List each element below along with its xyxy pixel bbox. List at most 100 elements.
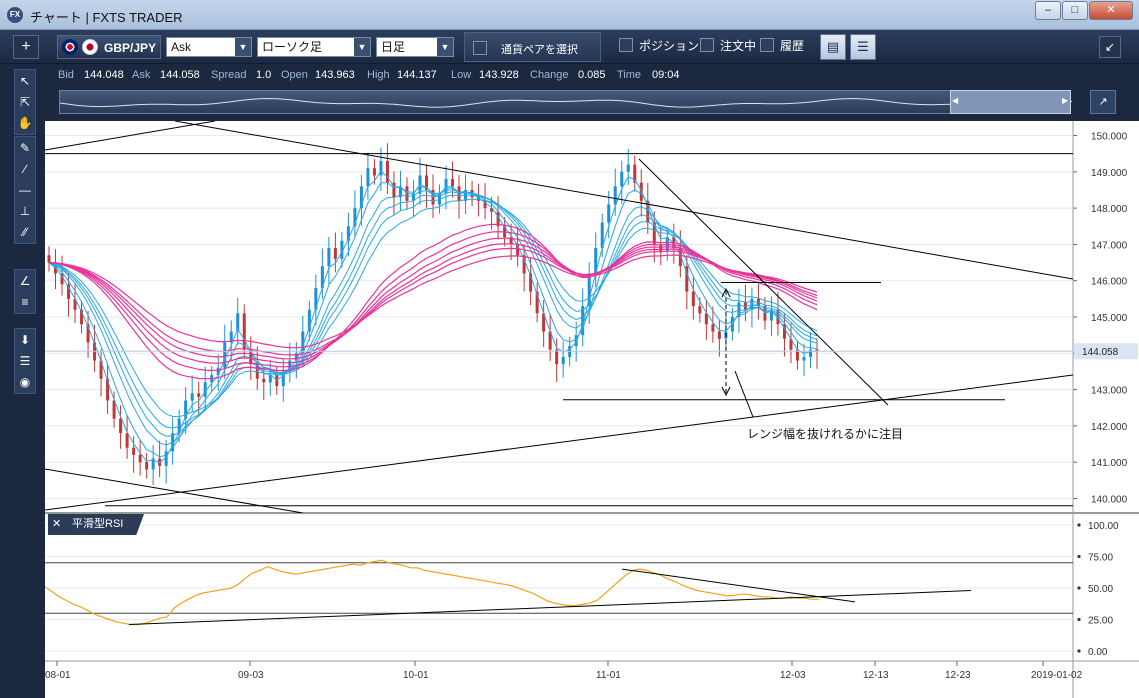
- candle-body: [691, 291, 695, 307]
- candle-body: [535, 291, 539, 314]
- vertical-line-icon[interactable]: ⊥: [19, 204, 31, 218]
- candle-body: [496, 211, 500, 227]
- close-icon[interactable]: ✕: [1089, 1, 1133, 20]
- parallel-line-icon[interactable]: ∕∕: [22, 225, 27, 239]
- candle-body: [177, 418, 181, 434]
- chart-area[interactable]: 150.000 149.000 148.000 147.000 146.000 145.0…: [45, 121, 1139, 698]
- fibonacci-retracement-icon[interactable]: ≡: [21, 295, 29, 309]
- chart-toolbar: + GBP/JPY Ask ▼ ローソク足 ▼ 日足 ▼ 通貨ペアを選択 ポジシ…: [0, 30, 1139, 64]
- change-label: Change: [530, 69, 569, 81]
- timeframe-select[interactable]: 日足 ▼: [376, 37, 454, 57]
- position-checkbox[interactable]: [619, 38, 633, 52]
- rsi-tick-dot: [1077, 649, 1081, 653]
- quote-bar: Bid 144.048 Ask 144.058 Spread 1.0 Open …: [45, 64, 1139, 86]
- candle-body: [704, 313, 708, 325]
- time-tick-label: 2019-01-02: [1031, 670, 1083, 681]
- range-arrow-head: [721, 287, 731, 298]
- candle-body: [398, 186, 402, 198]
- download-icon[interactable]: ⬇: [19, 333, 31, 347]
- candle-body: [385, 160, 389, 183]
- minimize-icon[interactable]: –: [1035, 1, 1061, 20]
- short-ma-line: [48, 170, 818, 464]
- pencil-icon[interactable]: ✎: [19, 141, 31, 155]
- change-value: 0.085: [578, 69, 606, 81]
- overview-sparkline: [59, 97, 1073, 108]
- chevron-left-icon[interactable]: ◀: [952, 96, 959, 105]
- candle-body: [125, 433, 129, 448]
- overview-track[interactable]: [59, 90, 1073, 114]
- trendline-icon[interactable]: ∕: [23, 162, 26, 176]
- fibonacci-fan-icon[interactable]: ∠: [19, 274, 31, 288]
- camera-icon[interactable]: ◉: [19, 375, 31, 389]
- candle-body: [574, 335, 578, 347]
- cursor-icon[interactable]: ↖: [19, 74, 31, 88]
- candle-body: [542, 313, 546, 332]
- pair-select-toggle[interactable]: 通貨ペアを選択: [464, 32, 601, 62]
- window-title: チャート | FXTS TRADER: [30, 10, 183, 25]
- price-chart[interactable]: 150.000 149.000 148.000 147.000 146.000 145.0…: [45, 121, 1139, 698]
- candle-body: [652, 222, 656, 245]
- candle-body: [99, 360, 103, 379]
- rsi-trendline: [128, 590, 972, 626]
- close-icon[interactable]: ✕: [52, 518, 62, 530]
- candle-body: [626, 164, 630, 172]
- list-icon[interactable]: ☰: [19, 354, 31, 368]
- candle-body: [561, 356, 565, 365]
- candle-body: [333, 248, 337, 259]
- rsi-indicator-tab[interactable]: ✕ 平滑型RSI: [48, 514, 144, 535]
- candle-body: [509, 237, 513, 245]
- trendline: [638, 158, 889, 406]
- candle-body: [60, 273, 64, 285]
- time-tick-label: 10-01: [403, 670, 429, 681]
- low-value: 143.928: [479, 69, 519, 81]
- open-orders-checkbox[interactable]: [700, 38, 714, 52]
- candle-body: [216, 367, 220, 376]
- price-type-value: Ask: [171, 40, 192, 54]
- open-value: 143.963: [315, 69, 355, 81]
- horizontal-line-icon[interactable]: —: [19, 183, 31, 197]
- chart-list-icon[interactable]: ☰: [850, 34, 876, 60]
- candle-body: [620, 171, 624, 187]
- rsi-tick-dot: [1077, 554, 1081, 559]
- candle-body: [782, 324, 786, 339]
- uk-flag-icon: [62, 39, 78, 55]
- candle-body: [86, 324, 90, 343]
- rsi-tick-label: 75.00: [1088, 553, 1113, 564]
- candle-body: [685, 266, 689, 292]
- rsi-tick-dot: [1077, 586, 1081, 590]
- auto-scroll-icon[interactable]: ↗: [1090, 90, 1116, 114]
- collapse-arrow-icon[interactable]: ↙: [1099, 36, 1121, 58]
- high-value: 144.137: [397, 69, 437, 81]
- hand-icon[interactable]: ✋: [17, 116, 33, 130]
- candle-body: [529, 273, 533, 292]
- candle-body: [340, 240, 344, 259]
- cross-cursor-icon[interactable]: ⇱: [19, 95, 31, 109]
- overview-thumb[interactable]: [950, 90, 1071, 114]
- chart-settings-icon[interactable]: ▤: [820, 34, 846, 60]
- app-logo-icon: FX: [7, 7, 23, 23]
- candle-body: [769, 309, 773, 321]
- chevron-right-icon[interactable]: ▶: [1062, 96, 1069, 105]
- candle-body: [750, 298, 754, 310]
- add-chart-button[interactable]: +: [13, 35, 39, 59]
- candle-body: [223, 342, 227, 368]
- candle-body: [600, 222, 604, 249]
- candle-body: [424, 175, 428, 190]
- candle-body: [717, 331, 721, 339]
- price-type-select[interactable]: Ask ▼: [166, 37, 252, 57]
- rsi-tick-dot: [1077, 523, 1081, 527]
- long-ma-line: [48, 223, 818, 380]
- candle-body: [73, 298, 77, 310]
- time-tick-label: 08-01: [45, 670, 71, 681]
- candle-body: [242, 313, 246, 350]
- candle-body: [789, 338, 793, 350]
- time-value: 09:04: [652, 69, 680, 81]
- time-tick-label: 11-01: [596, 670, 621, 681]
- pair-select-checkbox[interactable]: [473, 41, 487, 55]
- long-ma-line: [48, 231, 818, 372]
- currency-pair-button[interactable]: GBP/JPY: [57, 35, 161, 59]
- chart-type-select[interactable]: ローソク足 ▼: [257, 37, 371, 57]
- history-checkbox[interactable]: [760, 38, 774, 52]
- maximize-icon[interactable]: □: [1062, 1, 1088, 20]
- candle-body: [587, 273, 591, 307]
